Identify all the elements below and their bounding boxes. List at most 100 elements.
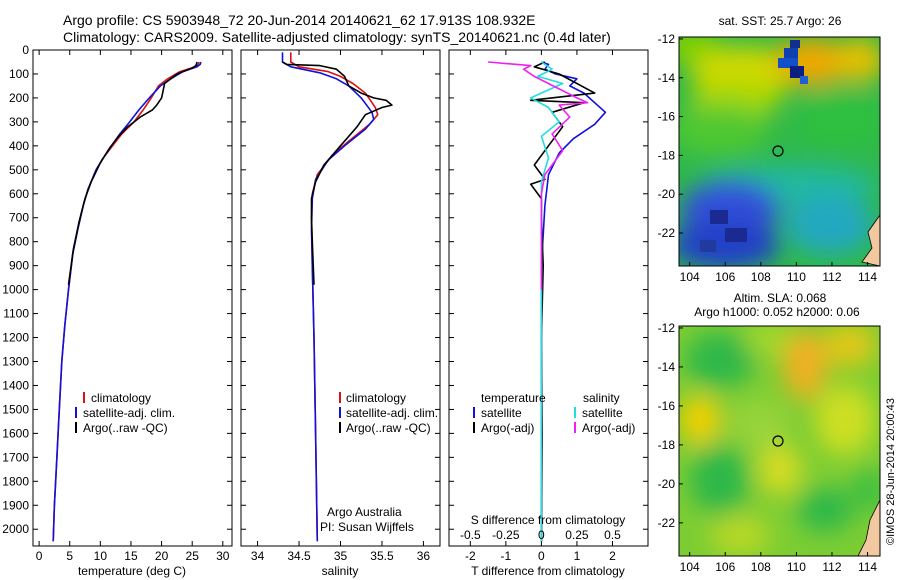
difference-panel: -2 -1 0 1 2 S difference from climatology -0… [448,49,649,578]
map-x-tick-label: 106 [715,270,735,284]
s-difference-tick-labels: -0.5 -0.25 0 0.25 0.5 [460,528,621,542]
map-x-tick-label: 114 [858,560,877,574]
map-y-tick-label: -16 [658,399,676,413]
series-climatology [289,52,379,542]
legend-climatology-label: climatology [346,391,406,405]
y-tick-label: 1000 [2,283,29,297]
y-tick-label: 1600 [2,426,29,440]
series-t-argo-adj- [529,61,596,542]
salinity-series [281,52,393,542]
salinity-x-axis: 34 34.5 35 35.5 36 [251,50,431,563]
y-tick-label: 100 [9,67,29,81]
salinity-axes-frame [240,49,441,547]
sla-map-title1: Altim. SLA: 0.068 [734,291,827,305]
x-tick-label: 35 [334,549,348,563]
legend-climatology-label: climatology [91,391,151,405]
sst-map-title: sat. SST: 25.7 Argo: 26 [719,14,842,28]
map-x-tick-label: 112 [822,560,841,574]
figure-title-line1: Argo profile: CS 5903948_72 20-Jun-2014 … [63,12,536,28]
temperature-xlabel: temperature (deg C) [78,564,186,578]
y-tick-label: 2000 [2,522,29,536]
x-tick-label: -2 [465,549,476,563]
x-tick-label: -1 [501,549,512,563]
y-tick-label: 500 [9,163,29,177]
temperature-axes-frame [32,49,233,547]
map-y-tick-label: -18 [658,148,676,162]
map-y-tick-label: -22 [658,516,676,530]
map-y-tick-label: -18 [658,438,676,452]
x-tick-label: 2 [609,549,616,563]
y-tick-label: 800 [9,235,29,249]
sst-map: sat. SST: 25.7 Argo: 26 [658,14,881,284]
series-climatology [52,61,200,542]
sla-map-axes: 104 106 108 110 112 114 -12 -14 -16 -18 -20 -22 [658,321,878,574]
x-tick-label: 35.5 [370,549,394,563]
y-tick-label: 400 [9,139,29,153]
salinity-depth-ticks [241,49,440,530]
map-x-tick-label: 104 [680,270,700,284]
legend-satellite-label: satellite-adj. clim. [346,406,438,420]
map-x-tick-label: 110 [787,270,806,284]
y-tick-label: 1500 [2,402,29,416]
map-y-tick-label: -12 [658,32,676,46]
y-tick-label: 700 [9,211,29,225]
legend-salinity-title: salinity [583,391,620,405]
difference-legend: temperature salinity satellite Argo(-adj… [473,391,635,435]
map-x-tick-label: 104 [680,560,700,574]
map-y-tick-label: -16 [658,110,676,124]
temperature-legend: climatology satellite-adj. clim. Argo(..… [75,391,175,435]
series-argo-raw-qc- [67,61,198,285]
difference-axes-frame [448,49,649,547]
difference-series [488,61,607,542]
t-difference-xlabel: T difference from climatology [471,564,625,578]
s-difference-xlabel: S difference from climatology [471,513,626,527]
map-y-tick-label: -20 [658,477,676,491]
salinity-xlabel: salinity [322,564,359,578]
map-y-tick-label: -20 [658,187,676,201]
legend-t-argo-label: Argo(-adj) [481,421,534,435]
map-y-tick-label: -14 [658,71,676,85]
legend-s-argo-label: Argo(-adj) [582,421,635,435]
s-tick-label: -0.5 [460,528,481,542]
series-t-satellite [540,61,607,542]
series-argo-raw-qc- [282,61,393,285]
y-tick-label: 1800 [2,474,29,488]
y-tick-label: 1400 [2,378,29,392]
map-x-tick-label: 108 [751,270,771,284]
temperature-x-axis: 0 5 10 15 20 25 30 [36,50,230,563]
salinity-panel: 34 34.5 35 35.5 36 salinity climatology sate… [240,49,441,578]
sla-map: Altim. SLA: 0.068 Argo h1000: 0.052 h200… [658,291,881,574]
legend-satellite-label: satellite-adj. clim. [83,406,175,420]
sst-field [679,37,880,266]
map-x-tick-label: 114 [858,270,877,284]
figure-title-line2: Climatology: CARS2009. Satellite-adjuste… [63,29,611,45]
s-tick-label: 0 [538,528,545,542]
y-tick-label: 200 [9,91,29,105]
y-tick-label: 1200 [2,331,29,345]
series-satellite-adj-clim- [281,52,375,542]
x-tick-label: 34 [251,549,265,563]
argo-australia-note: Argo Australia [327,505,402,519]
map-x-tick-label: 112 [822,270,841,284]
t-difference-x-axis: -2 -1 0 1 2 [465,50,616,563]
depth-axis: 0 100 200 300 400 500 600 700 800 900 1000 1100 1200… [2,43,232,536]
series-satellite-adj-clim- [52,61,202,542]
x-tick-label: 1 [574,549,581,563]
x-tick-label: 36 [417,549,431,563]
legend-argo-label: Argo(..raw -QC) [83,421,168,435]
sst-map-axes: 104 106 108 110 112 114 -12 -14 -16 -18 -20 -22 [658,32,878,284]
x-tick-label: 30 [216,549,230,563]
legend-s-satellite-label: satellite [582,406,623,420]
pi-note: PI: Susan Wijffels [320,520,414,534]
y-tick-label: 1700 [2,450,29,464]
legend-argo-label: Argo(..raw -QC) [346,421,431,435]
imos-credit: ©IMOS 28-Jun-2014 20:00:43 [885,398,897,545]
x-tick-label: 25 [186,549,200,563]
temperature-series [52,61,202,542]
x-tick-label: 0 [36,549,43,563]
x-tick-label: 5 [66,549,73,563]
y-tick-label: 600 [9,187,29,201]
y-tick-label: 900 [9,259,29,273]
s-tick-label: 0.5 [604,528,621,542]
